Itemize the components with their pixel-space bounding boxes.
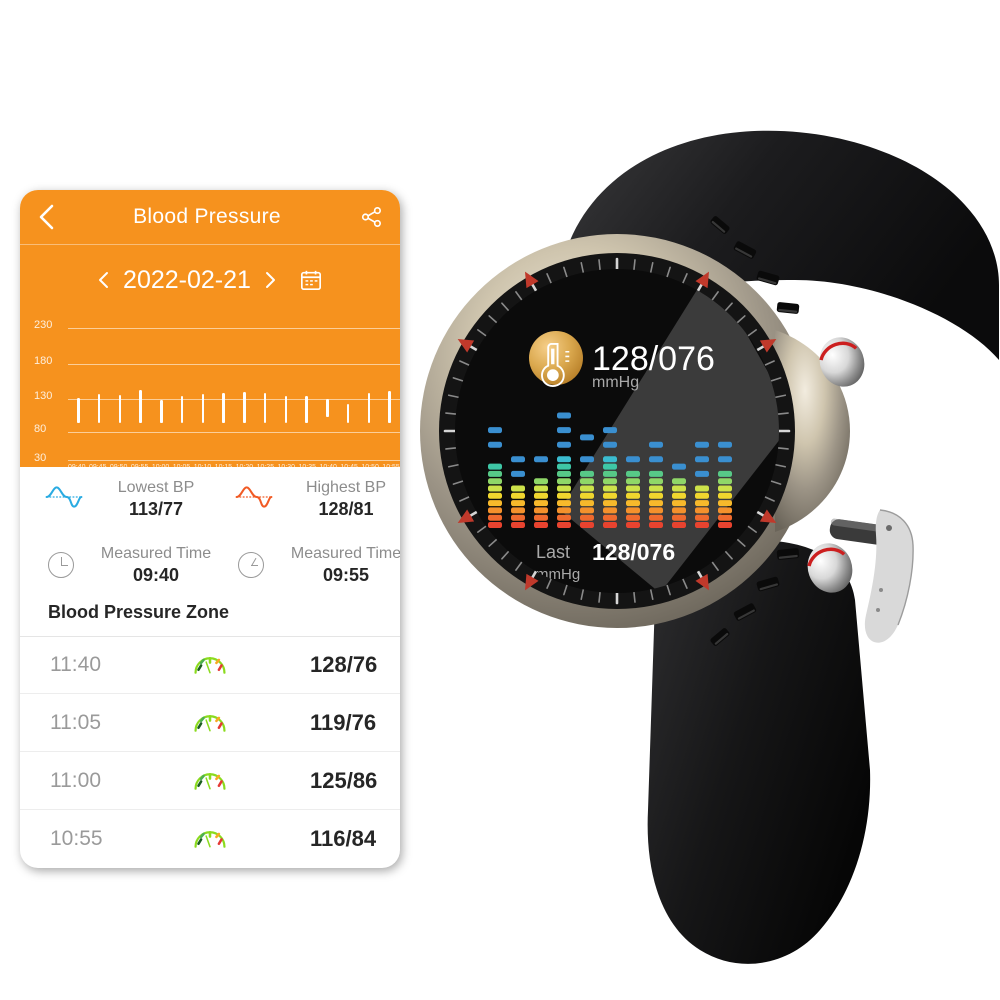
svg-text:Last: Last [536,542,570,562]
svg-text:mmHg: mmHg [592,374,639,391]
svg-text:128/076: 128/076 [592,539,675,565]
svg-text:128/076: 128/076 [592,340,715,378]
